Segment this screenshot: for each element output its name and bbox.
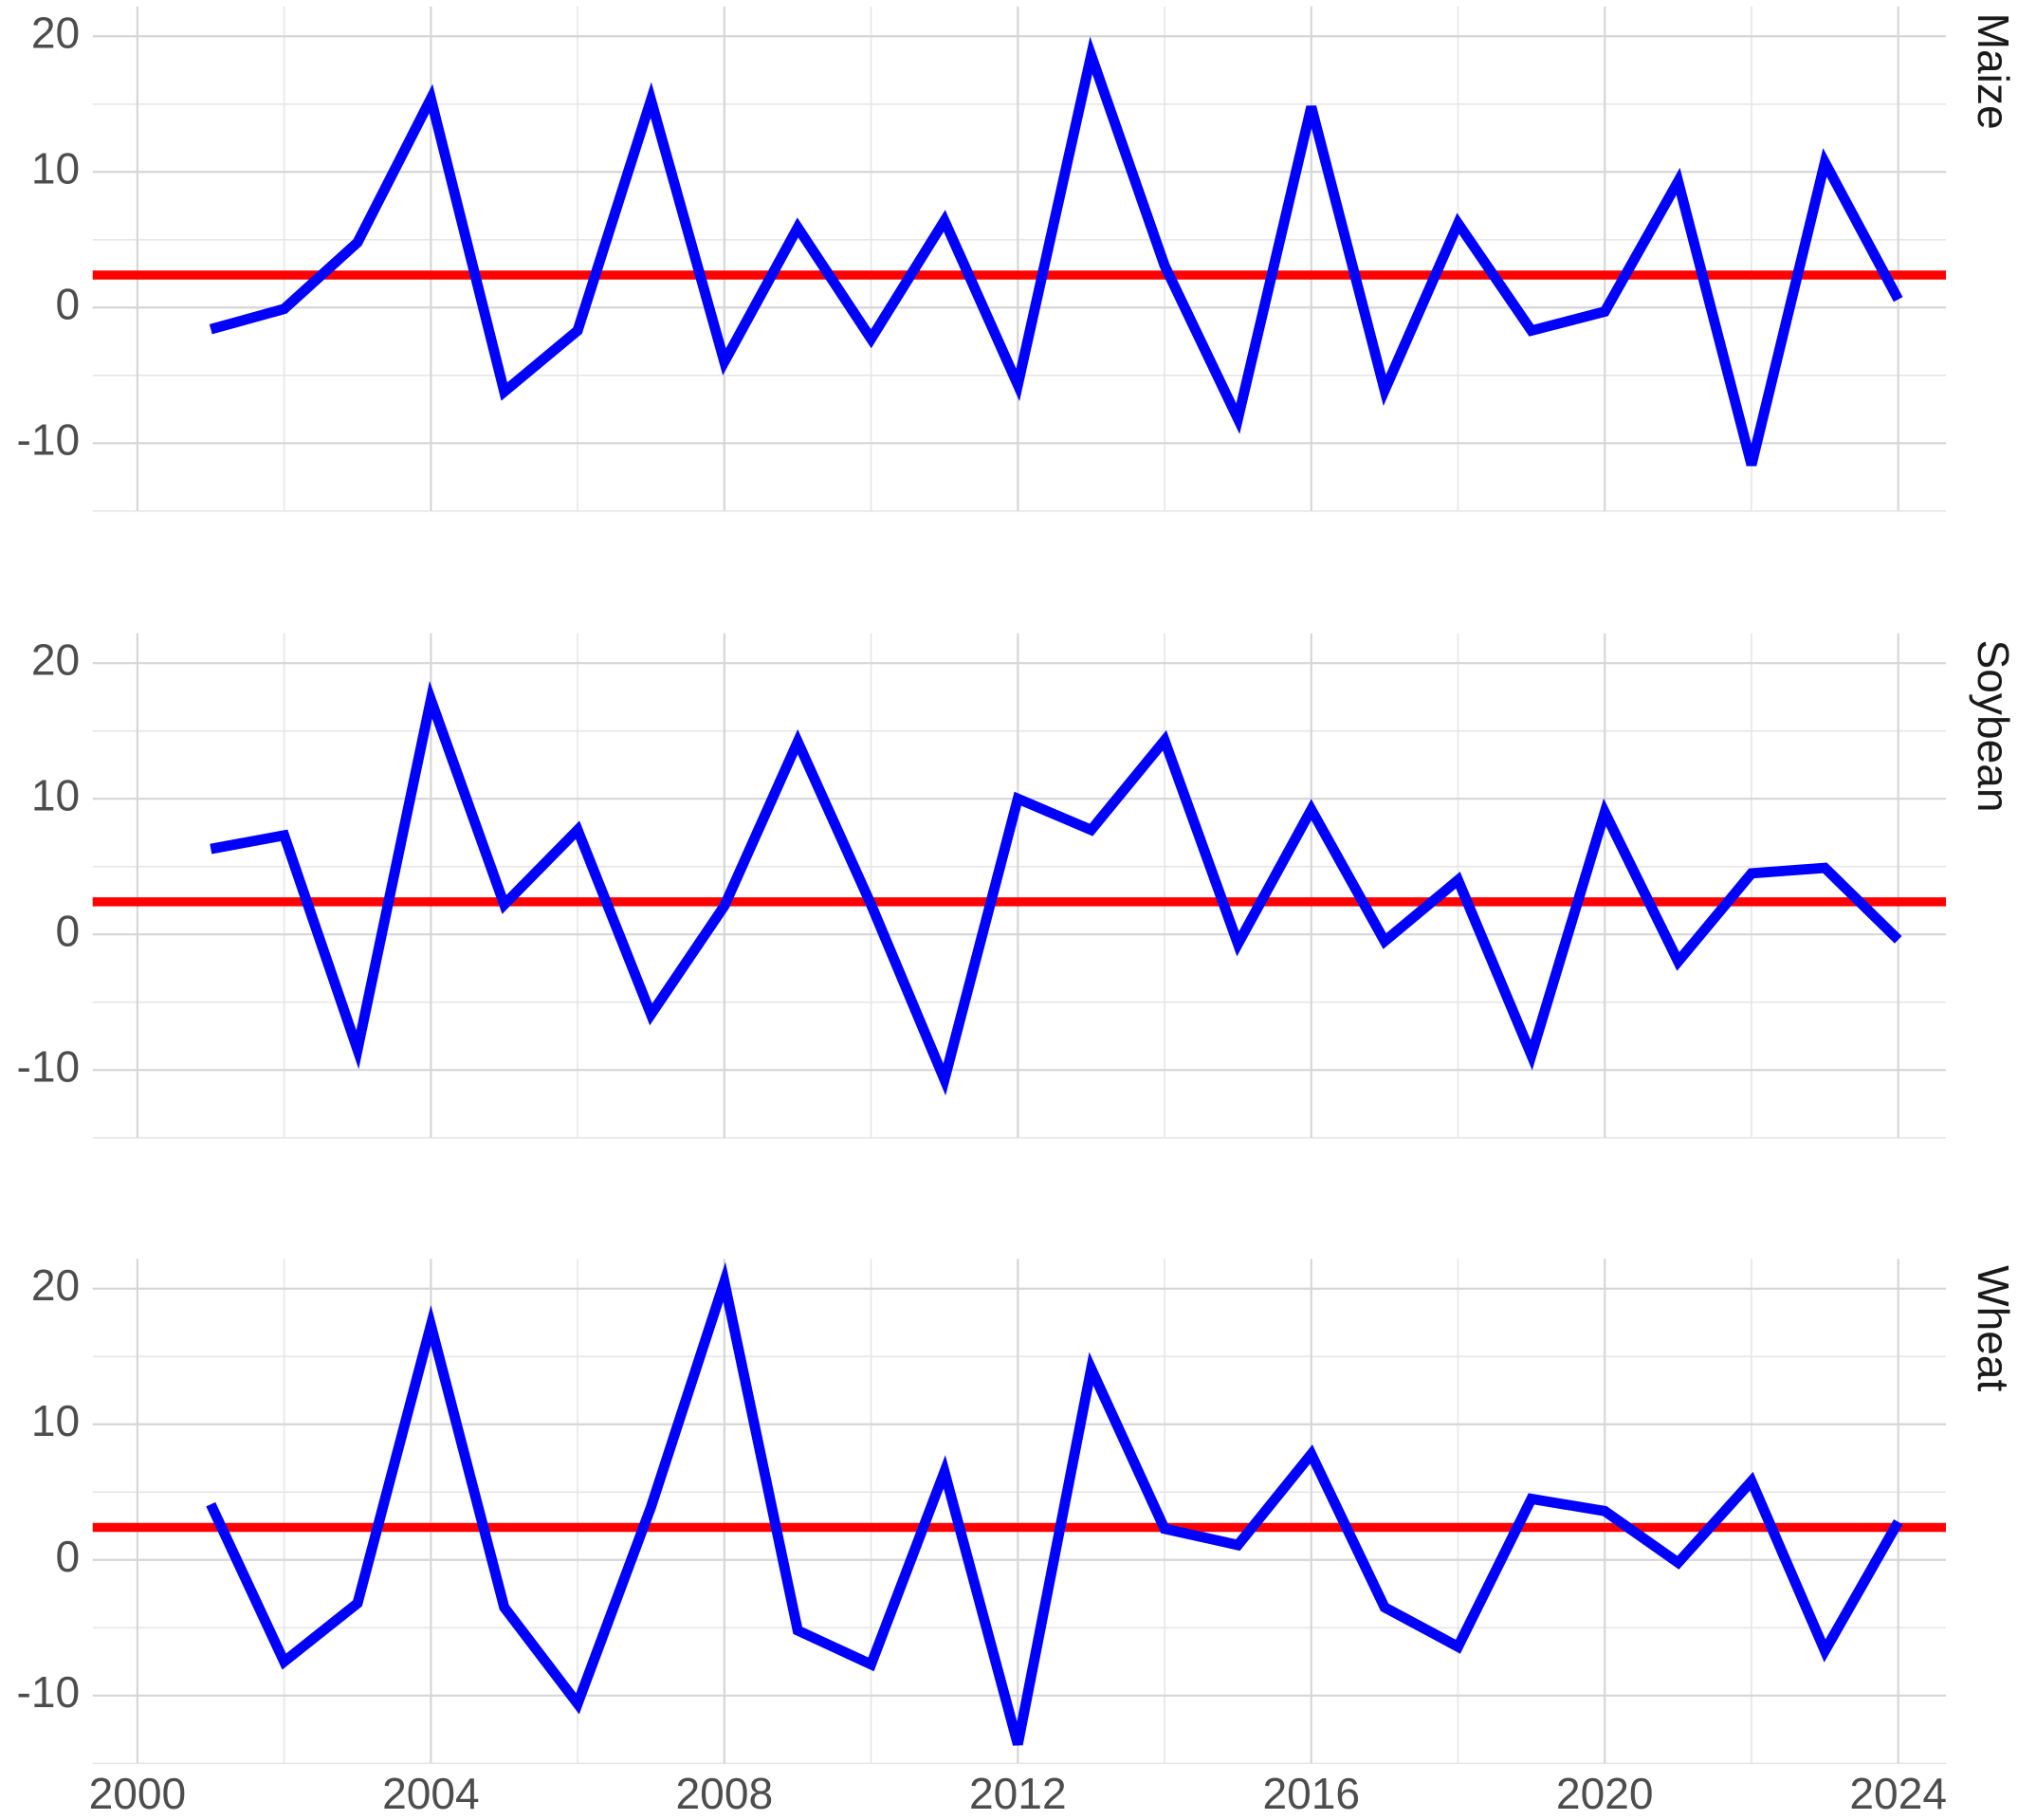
x-tick-label: 2012 (969, 1769, 1067, 1818)
x-tick-label: 2000 (89, 1769, 187, 1818)
data-line (206, 1261, 1903, 1746)
x-tick-label: 2004 (382, 1769, 480, 1818)
y-tick-label: 20 (31, 634, 80, 684)
x-tick-label: 2024 (1849, 1769, 1947, 1818)
x-tick-label: 2016 (1262, 1769, 1360, 1818)
x-tick-label: 2020 (1556, 1769, 1654, 1818)
data-line (209, 36, 1903, 467)
y-tick-label: 0 (55, 279, 80, 328)
x-tick-label: 2008 (676, 1769, 774, 1818)
y-tick-label: 10 (31, 1396, 80, 1445)
data-line (210, 680, 1902, 1096)
y-tick-label: 10 (31, 770, 80, 819)
y-tick-label: 20 (31, 8, 80, 57)
strip-label: Wheat (1969, 1265, 2018, 1391)
y-tick-label: 0 (55, 906, 80, 955)
y-tick-label: -10 (16, 414, 80, 464)
y-tick-label: -10 (16, 1041, 80, 1091)
strip-label: Maize (1969, 13, 2018, 130)
y-tick-label: -10 (16, 1667, 80, 1717)
y-tick-label: 0 (55, 1532, 80, 1581)
y-tick-label: 10 (31, 143, 80, 193)
y-tick-label: 20 (31, 1260, 80, 1310)
strip-label: Soybean (1969, 640, 2018, 813)
